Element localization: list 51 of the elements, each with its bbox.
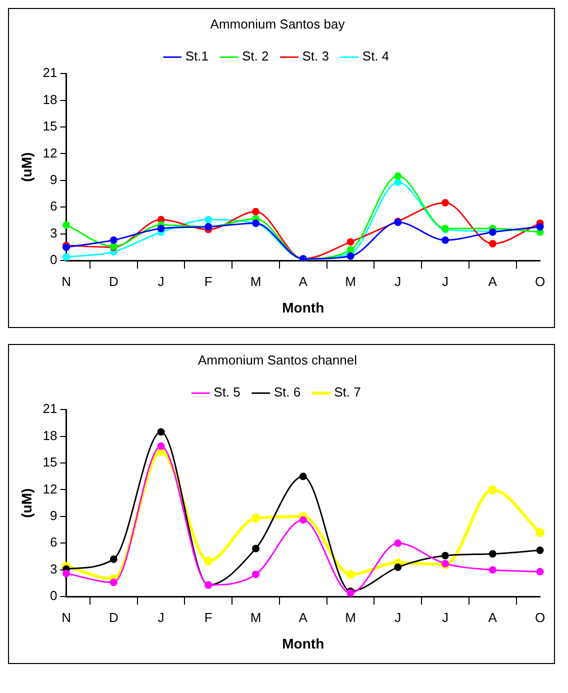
chart-title: Ammonium Santos channel — [198, 352, 358, 368]
x-tick-label: J — [394, 274, 402, 289]
x-tick-label: J — [442, 274, 448, 289]
y-tick-label: 21 — [42, 65, 58, 80]
y-tick-label: 15 — [42, 118, 58, 134]
y-tick-label: 0 — [50, 252, 58, 268]
x-tick-label: N — [62, 610, 71, 625]
legend-label: St. 3 — [302, 48, 329, 64]
y-tick-label: 9 — [50, 508, 58, 524]
x-tick-label: A — [298, 274, 308, 289]
y-tick-label: 15 — [42, 454, 58, 470]
legend-label: St.1 — [185, 48, 208, 64]
x-tick-label: J — [394, 610, 402, 625]
y-tick-label: 9 — [50, 172, 58, 188]
x-tick-label: A — [488, 610, 498, 625]
y-tick-label: 12 — [42, 481, 58, 496]
y-tick-label: 6 — [50, 534, 58, 550]
y-tick-label: 18 — [42, 92, 58, 107]
x-tick-label: D — [108, 610, 118, 625]
x-tick-label: M — [345, 274, 356, 289]
x-tick-label: D — [108, 274, 118, 289]
y-tick-label: 3 — [50, 561, 58, 576]
legend-label: St. 2 — [242, 48, 269, 64]
legend-label: St. 4 — [362, 48, 390, 64]
y-tick-label: 3 — [50, 225, 58, 240]
x-tick-label: N — [62, 274, 71, 289]
y-tick-label: 0 — [50, 588, 58, 604]
y-tick-label: 21 — [42, 401, 58, 416]
x-tick-label: J — [442, 610, 448, 625]
x-tick-label: M — [250, 610, 262, 625]
x-tick-label: J — [158, 274, 164, 289]
chart-title: Ammonium Santos bay — [210, 16, 346, 32]
x-tick-label: A — [488, 274, 498, 289]
legend-label: St. 7 — [334, 384, 361, 400]
y-tick-label: 18 — [42, 428, 58, 443]
x-tick-label: J — [158, 610, 164, 625]
y-tick-label: 12 — [42, 145, 58, 160]
x-tick-label: O — [534, 610, 546, 625]
x-axis-title: Month — [282, 299, 324, 316]
x-tick-label: O — [534, 274, 546, 289]
legend-label: St. 6 — [274, 384, 301, 400]
y-axis-title: (uM) — [18, 152, 34, 182]
y-axis-title: (uM) — [18, 488, 34, 518]
x-tick-label: M — [345, 610, 356, 625]
x-tick-label: F — [204, 610, 212, 625]
x-tick-label: A — [298, 610, 308, 625]
legend-label: St. 5 — [214, 384, 240, 400]
x-tick-label: F — [204, 274, 212, 289]
x-axis-title: Month — [282, 635, 324, 652]
y-tick-label: 6 — [50, 198, 58, 214]
x-tick-label: M — [250, 274, 262, 289]
